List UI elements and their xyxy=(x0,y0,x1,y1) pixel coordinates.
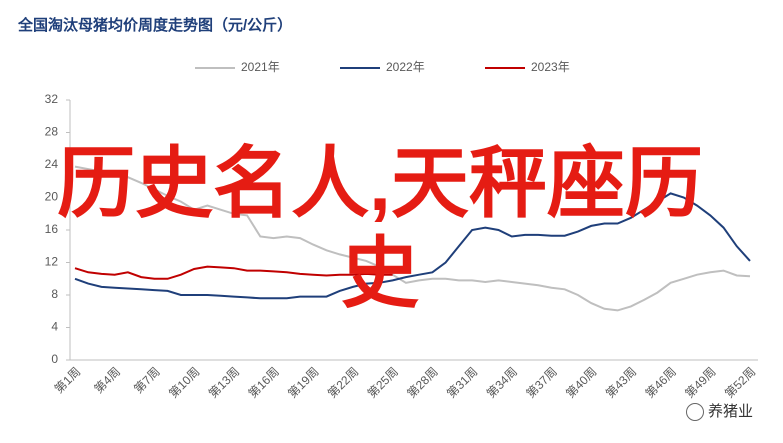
legend-item: 2021年 xyxy=(195,60,280,74)
y-tick-label: 28 xyxy=(45,125,59,139)
overlay-text: 历史名人,天秤座历史 xyxy=(57,139,703,317)
x-tick-label: 第43周 xyxy=(603,364,639,400)
series-line xyxy=(74,265,393,280)
watermark-icon xyxy=(685,403,704,421)
series-line xyxy=(74,192,751,300)
x-tick-label: 第28周 xyxy=(404,364,440,400)
legend-item: 2023年 xyxy=(485,60,570,74)
x-tick-label: 第37周 xyxy=(524,364,560,400)
x-tick-label: 第25周 xyxy=(365,364,401,400)
x-tick-label: 第4周 xyxy=(91,364,123,396)
x-tick-label: 第34周 xyxy=(484,364,520,400)
series-line xyxy=(74,165,751,312)
y-tick-label: 8 xyxy=(51,287,58,301)
x-tick-label: 第40周 xyxy=(563,364,599,400)
x-tick-label: 第10周 xyxy=(166,364,202,400)
x-tick-label: 第19周 xyxy=(285,364,321,400)
y-tick-label: 4 xyxy=(51,320,58,334)
x-tick-label: 第1周 xyxy=(52,364,84,396)
chart-title: 全国淘汰母猪均价周度走势图（元/公斤） xyxy=(17,16,292,34)
x-tick-label: 第49周 xyxy=(682,364,718,400)
x-tick-label: 第13周 xyxy=(206,364,242,400)
x-tick-label: 第16周 xyxy=(246,364,282,400)
y-tick-label: 32 xyxy=(45,92,59,106)
y-tick-label: 16 xyxy=(45,222,59,236)
legend-label: 2021年 xyxy=(241,60,280,74)
x-tick-label: 第22周 xyxy=(325,364,361,400)
watermark-text: 养猪业 xyxy=(707,402,753,420)
y-tick-label: 12 xyxy=(45,255,59,269)
y-tick-label: 0 xyxy=(51,352,58,366)
x-tick-label: 第46周 xyxy=(643,364,679,400)
x-tick-label: 第31周 xyxy=(444,364,480,400)
watermark: 养猪业 xyxy=(685,400,753,421)
y-tick-label: 24 xyxy=(45,157,59,171)
y-tick-label: 20 xyxy=(45,190,59,204)
legend-item: 2022年 xyxy=(340,60,425,74)
x-tick-label: 第7周 xyxy=(131,364,163,396)
x-tick-label: 第52周 xyxy=(722,364,758,400)
legend-label: 2023年 xyxy=(531,60,570,74)
legend-label: 2022年 xyxy=(386,60,425,74)
